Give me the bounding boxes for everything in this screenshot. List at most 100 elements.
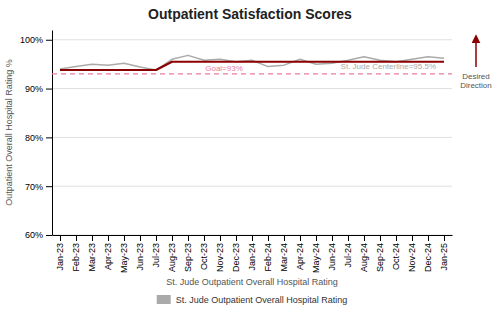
y-axis: 60% 70% 80% 90% 100% (20, 31, 53, 241)
x-tick: Jun-23 (135, 235, 145, 271)
chart: Outpatient Satisfaction Scores 60% 70% 80% 9… (0, 0, 500, 315)
x-tick-label: Jun-24 (327, 243, 337, 271)
x-tick: Sep-23 (183, 235, 193, 272)
x-tick-mark (396, 235, 397, 241)
x-tick: May-23 (119, 235, 129, 273)
x-tick-mark (236, 235, 237, 241)
x-tick-label: Jan-24 (247, 243, 257, 271)
x-tick-label: Jan-25 (439, 243, 449, 271)
goal-label: Goal=93% (205, 64, 243, 73)
x-tick: Mar-23 (87, 235, 97, 272)
x-tick-mark (348, 235, 349, 241)
x-tick-label: Feb-24 (263, 243, 273, 272)
y-tick-label: 100% (20, 35, 43, 45)
grid-line (52, 137, 452, 138)
centerline-label: St. Jude Centerline=95.5% (341, 62, 436, 71)
x-tick-mark (108, 235, 109, 241)
x-tick: Feb-23 (71, 235, 81, 272)
y-tick-mark (46, 186, 52, 187)
x-tick: Apr-23 (103, 235, 113, 270)
x-tick: Aug-24 (359, 235, 369, 272)
x-tick: Apr-24 (295, 235, 305, 270)
x-tick-mark (124, 235, 125, 241)
grid-line (52, 88, 452, 89)
y-tick-mark (46, 40, 52, 41)
x-tick-mark (252, 235, 253, 241)
x-tick-label: Sep-23 (183, 243, 193, 272)
x-tick: Oct-24 (391, 235, 401, 270)
x-tick: Jan-24 (247, 235, 257, 271)
grid (52, 40, 452, 235)
x-tick: Sep-24 (375, 235, 385, 272)
x-tick-mark (204, 235, 205, 241)
y-tick-label: 80% (25, 133, 43, 143)
direction-label: DesiredDirection (460, 72, 492, 90)
x-tick-mark (444, 235, 445, 241)
x-tick: Jan-25 (439, 235, 449, 271)
y-tick-mark (46, 137, 52, 138)
x-tick: Jul-23 (151, 235, 161, 268)
y-axis-line (52, 31, 53, 236)
y-axis-title: Outpatient Overall Hospital Rating % (4, 59, 14, 206)
title: Outpatient Satisfaction Scores (148, 6, 352, 22)
x-tick: Nov-23 (215, 235, 225, 272)
y-tick: 60% (25, 230, 52, 240)
grid-line (52, 186, 452, 187)
x-tick-mark (60, 235, 61, 241)
x-tick-label: Apr-23 (103, 243, 113, 270)
x-tick-mark (140, 235, 141, 241)
x-tick: Jan-23 (55, 235, 65, 271)
x-tick-mark (284, 235, 285, 241)
legend-item: St. Jude Outpatient Overall Hospital Rat… (157, 295, 348, 305)
x-tick: Jun-24 (327, 235, 337, 271)
x-tick-label: Mar-24 (279, 243, 289, 272)
legend-swatch (157, 295, 171, 304)
legend: St. Jude Outpatient Overall Hospital Rat… (157, 295, 348, 305)
y-tick-label: 70% (25, 182, 43, 192)
x-tick: Nov-24 (407, 235, 417, 272)
y-tick: 70% (25, 182, 52, 192)
x-tick-label: Jul-23 (151, 243, 161, 268)
y-tick-mark (46, 89, 52, 90)
x-tick-mark (316, 235, 317, 241)
x-tick-label: Sep-24 (375, 243, 385, 272)
x-tick-label: May-24 (311, 243, 321, 273)
x-tick-label: Dec-24 (423, 243, 433, 272)
x-tick-mark (300, 235, 301, 241)
y-tick-label: 90% (25, 84, 43, 94)
x-tick: Oct-23 (199, 235, 209, 270)
x-tick: Dec-23 (231, 235, 241, 272)
y-tick-mark (46, 235, 52, 236)
direction-arrow (475, 36, 477, 67)
y-tick: 100% (20, 35, 52, 45)
x-tick-mark (92, 235, 93, 241)
x-tick: Dec-24 (423, 235, 433, 272)
plot-area: 60% 70% 80% 90% 100% Jan-23 Feb-23 Mar-23 Apr-23… (20, 31, 492, 274)
x-axis-title: St. Jude Outpatient Overall Hospital Rat… (166, 277, 338, 287)
x-tick-mark (172, 235, 173, 241)
x-tick-label: Aug-24 (359, 243, 369, 272)
x-tick: May-24 (311, 235, 321, 273)
x-tick-label: Oct-23 (199, 243, 209, 270)
x-tick-label: Apr-24 (295, 243, 305, 270)
x-tick-mark (332, 235, 333, 241)
y-tick: 80% (25, 133, 52, 143)
x-tick-label: Feb-23 (71, 243, 81, 272)
x-tick-mark (188, 235, 189, 241)
x-tick-label: Dec-23 (231, 243, 241, 272)
goal-line (52, 73, 452, 74)
x-tick: Aug-23 (167, 235, 177, 272)
x-tick: Jul-24 (343, 235, 353, 268)
legend-label: St. Jude Outpatient Overall Hospital Rat… (176, 295, 348, 305)
x-tick-label: Jun-23 (135, 243, 145, 271)
x-tick-label: Mar-23 (87, 243, 97, 272)
x-tick-mark (428, 235, 429, 241)
x-axis: Jan-23 Feb-23 Mar-23 Apr-23 May-23 Jun-23 Jul-… (53, 235, 453, 273)
x-tick-label: Nov-23 (215, 243, 225, 272)
x-tick-label: Jul-24 (343, 243, 353, 268)
x-tick: Mar-24 (279, 235, 289, 272)
x-tick-mark (380, 235, 381, 241)
y-tick: 90% (25, 84, 52, 94)
x-tick-label: Aug-23 (167, 243, 177, 272)
x-tick-mark (156, 235, 157, 241)
